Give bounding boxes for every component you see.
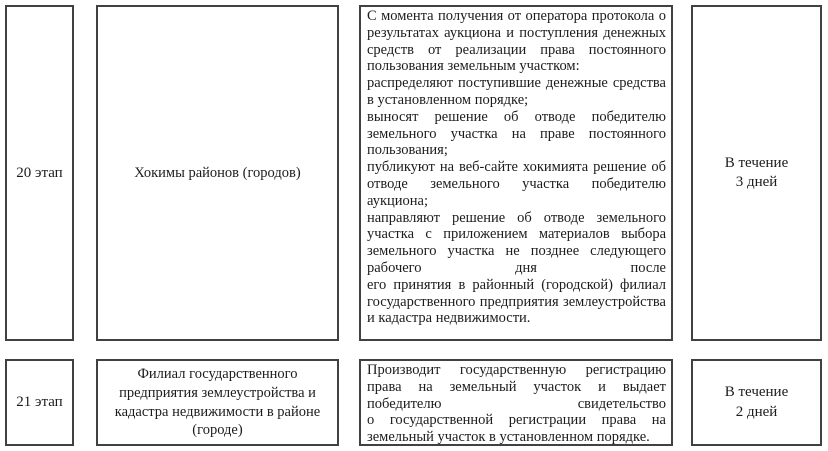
action-paragraph: направляют решение об отводе земельного … xyxy=(367,209,666,276)
duration-label: В течение 3 дней xyxy=(725,154,789,193)
action-paragraph: распределяют поступившие денежные средст… xyxy=(367,75,666,108)
duration-line-2: 2 дней xyxy=(735,403,778,420)
duration-label: В течение 2 дней xyxy=(725,383,789,422)
action-paragraph: публикуют на веб-сайте хокимията решение… xyxy=(367,159,666,209)
action-paragraph: Производит государственную регистрацию п… xyxy=(367,362,666,412)
duration-line-1: В течение xyxy=(724,384,789,400)
duration-line-2: 3 дней xyxy=(735,174,778,190)
actor-cell-20: Хокимы районов (городов) xyxy=(96,5,339,341)
duration-line-1: В течение xyxy=(724,154,789,171)
action-paragraph: о государственной регистрации права на з… xyxy=(367,412,666,446)
action-paragraph: выносят решение об отводе победителю зем… xyxy=(367,108,666,159)
stage-number-label: 20 этап xyxy=(16,164,63,181)
stage-number-cell-20: 20 этап xyxy=(5,5,74,341)
actor-label: Хокимы районов (городов) xyxy=(134,164,301,181)
actor-cell-21: Филиал государственного предприятия земл… xyxy=(96,359,339,446)
actions-cell-21: Производит государственную регистрацию п… xyxy=(359,359,673,446)
duration-cell-21: В течение 2 дней xyxy=(691,359,822,446)
stage-number-cell-21: 21 этап xyxy=(5,359,74,446)
stage-number-label: 21 этап xyxy=(16,394,63,410)
actions-cell-20: С момента получения от оператора протоко… xyxy=(359,5,673,341)
action-paragraph: С момента получения от оператора протоко… xyxy=(367,8,666,75)
action-paragraph: его принятия в районный (городской) фили… xyxy=(367,276,666,327)
duration-cell-20: В течение 3 дней xyxy=(691,5,822,341)
actor-label: Филиал государственного предприятия земл… xyxy=(114,365,321,439)
